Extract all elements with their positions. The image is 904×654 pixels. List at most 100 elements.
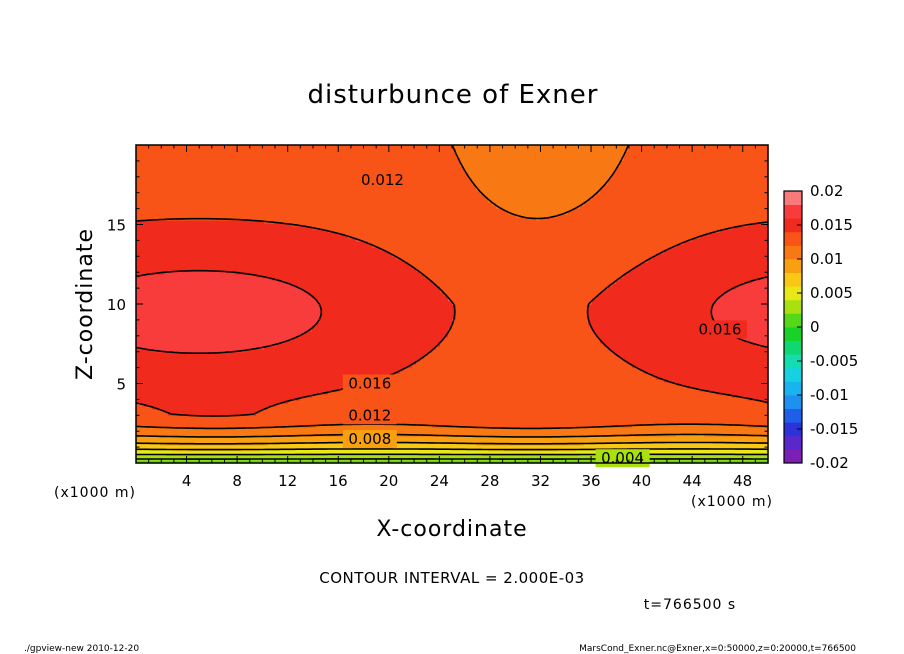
contour-cell [592,430,597,434]
contour-cell [288,445,293,449]
contour-cell [144,418,149,422]
contour-cell [488,430,493,434]
contour-cell [304,451,309,455]
contour-cell [184,430,189,434]
contour-cell [572,406,577,410]
contour-cell [628,403,633,407]
contour-cell [444,400,449,404]
contour-cell [660,409,665,413]
contour-cell [736,421,741,425]
contour-cell [548,409,553,413]
contour-cell [380,397,385,401]
contour-cell [512,445,517,449]
contour-cell [164,421,169,425]
contour-cell [152,430,157,434]
contour-cell [484,454,489,458]
contour-cell [656,421,661,425]
contour-cell [368,448,373,452]
contour-cell [604,427,609,431]
contour-cell [436,439,441,443]
contour-cell [328,397,333,401]
contour-cell [212,397,217,401]
contour-cell [548,424,553,428]
contour-cell [552,400,557,404]
contour-cell [696,451,701,455]
contour-cell [180,397,185,401]
contour-cell [348,424,353,428]
contour-cell [512,406,517,410]
contour-cell [256,397,261,401]
contour-cell [500,415,505,419]
contour-cell [536,397,541,401]
contour-cell [540,397,545,401]
contour-cell [420,454,425,458]
contour-cell [712,430,717,434]
contour-cell [168,439,173,443]
contour-cell [136,433,141,437]
contour-cell [664,421,669,425]
contour-cell [520,418,525,422]
contour-cell [288,412,293,416]
contour-cell [480,421,485,425]
contour-cell [240,454,245,458]
contour-cell [236,445,241,449]
contour-cell [220,436,225,440]
contour-cell [344,400,349,404]
contour-cell [580,418,585,422]
contour-cell [336,427,341,431]
contour-cell [692,412,697,416]
contour-cell [348,403,353,407]
contour-cell [404,451,409,455]
contour-cell [232,424,237,428]
contour-cell [276,460,281,464]
contour-cell [208,430,213,434]
contour-cell [700,448,705,452]
contour-cell [500,445,505,449]
contour-cell [704,445,709,449]
contour-cell [176,439,181,443]
contour-cell [544,406,549,410]
contour-cell [140,412,145,416]
contour-cell [496,409,501,413]
contour-cell [220,460,225,464]
contour-cell [252,439,257,443]
contour-cell [460,406,465,410]
contour-cell [712,415,717,419]
contour-cell [308,403,313,407]
contour-cell [232,412,237,416]
contour-cell [604,406,609,410]
contour-cell [192,445,197,449]
contour-cell [524,409,529,413]
contour-cell [760,421,765,425]
contour-cell [428,400,433,404]
contour-cell [228,415,233,419]
contour-cell [712,442,717,446]
contour-cell [760,433,765,437]
contour-cell [636,409,641,413]
contour-cell [556,436,561,440]
contour-cell [288,436,293,440]
contour-cell [508,445,513,449]
contour-cell [412,436,417,440]
contour-cell [172,400,177,404]
contour-cell [224,409,229,413]
contour-cell [724,439,729,443]
contour-cell [408,397,413,401]
contour-cell [432,418,437,422]
contour-cell [268,406,273,410]
contour-cell [568,397,573,401]
contour-cell [316,436,321,440]
contour-cell [740,406,745,410]
contour-cell [432,403,437,407]
contour-cell [468,451,473,455]
contour-cell [576,397,581,401]
contour-cell [160,415,165,419]
contour-cell [748,454,753,458]
contour-cell [416,403,421,407]
contour-cell [184,397,189,401]
contour-cell [380,451,385,455]
contour-cell [260,424,265,428]
contour-cell [528,397,533,401]
contour-cell [612,406,617,410]
contour-cell [580,403,585,407]
